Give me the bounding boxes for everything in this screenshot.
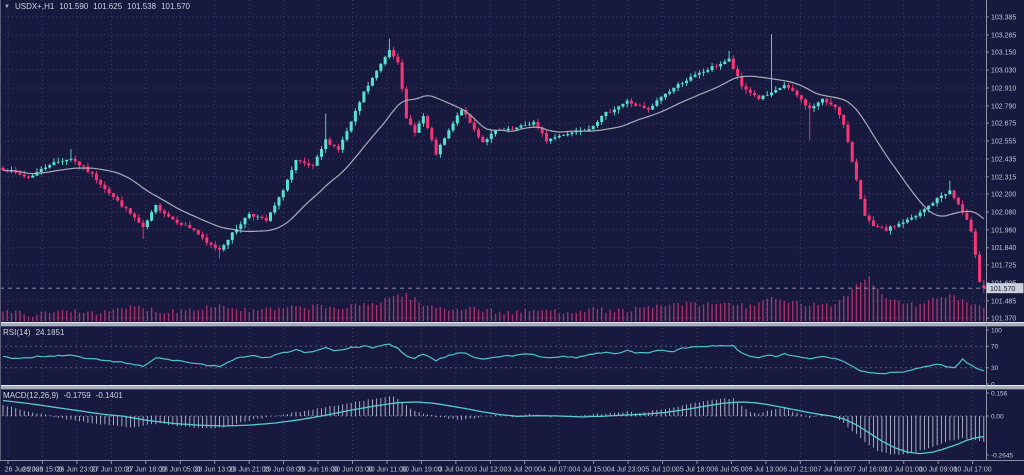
time-tick-label: 7 Jul 16:00 [852, 467, 886, 474]
price-tick-label: 102.315 [991, 174, 1016, 181]
time-tick-label: 6 Jul 05:00 [714, 467, 748, 474]
price-tick-label: 102.910 [991, 85, 1016, 92]
price-tick-label: 103.150 [991, 50, 1016, 57]
panel-splitter[interactable] [0, 322, 1024, 327]
time-tick-label: 29 Jun 08:00 [263, 467, 304, 474]
time-tick-label: 5 Jul 10:00 [645, 467, 679, 474]
time-tick-label: 29 Jun 16:00 [298, 467, 339, 474]
time-tick-label: 27 Jun 18:00 [126, 467, 167, 474]
price-tick-label: 101.485 [991, 298, 1016, 305]
time-tick-label: 10 Jul 01:00 [885, 467, 923, 474]
macd-indicator-label: MACD(12,26,9) -0.1759 -0.1401 [3, 392, 123, 400]
ohlc-open: 101.590 [59, 2, 89, 11]
time-tick-label: 6 Jul 13:00 [749, 467, 783, 474]
time-tick-label: 3 Jul 20:00 [508, 467, 542, 474]
price-tick-label: 103.265 [991, 32, 1016, 39]
price-tick-label: 101.370 [991, 315, 1016, 322]
time-tick-label: 28 Jun 13:00 [194, 467, 235, 474]
price-tick-label: 102.790 [991, 103, 1016, 110]
time-tick-label: 10 Jul 17:00 [954, 467, 992, 474]
macd-scale-label: -0.2645 [991, 452, 1013, 459]
moving-average-line [2, 75, 985, 232]
time-tick-label: 30 Jun 03:00 [332, 467, 373, 474]
ohlc-close: 101.570 [161, 2, 190, 11]
chart-title-bar: ▼ USDX+,H1 101.590 101.625 101.538 101.5… [4, 3, 190, 11]
price-tick-label: 102.675 [991, 120, 1016, 127]
time-tick-label: 30 Jun 19:00 [401, 467, 442, 474]
symbol-timeframe: USDX+,H1 [14, 2, 55, 11]
macd-scale-label: 0.00 [991, 413, 1004, 420]
time-tick-label: 3 Jul 04:00 [439, 467, 473, 474]
ohlc-high: 101.625 [93, 2, 123, 11]
time-tick-label: 5 Jul 18:00 [680, 467, 714, 474]
price-tick-label: 101.960 [991, 227, 1016, 234]
time-tick-label: 30 Jun 11:00 [367, 467, 407, 474]
rsi-scale-label: 100 [991, 327, 1002, 334]
time-tick-label: 3 Jul 12:00 [473, 467, 507, 474]
macd-name: MACD(12,26,9) [3, 391, 59, 400]
time-tick-label: 27 Jun 10:00 [91, 467, 132, 474]
panel-splitter[interactable] [0, 385, 1024, 390]
time-tick-label: 7 Jul 08:00 [818, 467, 852, 474]
price-tick-label: 102.080 [991, 209, 1016, 216]
time-tick-label: 26 Jun 23:00 [57, 467, 98, 474]
rsi-scale-label: 70 [991, 344, 999, 351]
time-tick-label: 4 Jul 07:00 [542, 467, 576, 474]
rsi-panel [0, 343, 986, 375]
rsi-value: 24.1851 [35, 328, 65, 337]
time-tick-label: 26 Jun 2023 [5, 467, 44, 474]
current-price-label: 101.570 [990, 286, 1015, 293]
rsi-indicator-label: RSI(14) 24.1851 [3, 329, 64, 337]
macd-panel [0, 396, 986, 455]
volume-bars [2, 276, 985, 321]
time-tick-label: 6 Jul 21:00 [783, 467, 817, 474]
price-tick-label: 103.385 [991, 14, 1016, 21]
macd-scale-label: 0.156 [991, 390, 1008, 397]
price-tick-label: 101.840 [991, 245, 1016, 252]
time-tick-label: 26 Jun 15:00 [22, 467, 63, 474]
price-tick-label: 102.200 [991, 191, 1016, 198]
rsi-scale-label: 0 [991, 381, 995, 388]
time-tick-label: 28 Jun 05:00 [160, 467, 201, 474]
macd-main-value: -0.1759 [63, 391, 91, 400]
collapse-icon[interactable]: ▼ [4, 4, 10, 10]
rsi-scale-label: 30 [991, 365, 999, 372]
time-tick-label: 10 Jul 09:00 [919, 467, 957, 474]
time-tick-label: 4 Jul 15:00 [577, 467, 611, 474]
price-tick-label: 103.030 [991, 67, 1016, 74]
candlestick-series [1, 34, 986, 293]
time-tick-label: 4 Jul 23:00 [611, 467, 645, 474]
current-price-tag: 101.570 [986, 283, 1024, 294]
ohlc-low: 101.538 [127, 2, 157, 11]
price-tick-label: 102.435 [991, 156, 1016, 163]
macd-signal-value: -0.1401 [95, 391, 123, 400]
price-tick-label: 102.555 [991, 138, 1016, 145]
time-tick-label: 28 Jun 21:00 [229, 467, 270, 474]
price-tick-label: 101.725 [991, 262, 1016, 269]
rsi-name: RSI(14) [3, 328, 31, 337]
grid-lines [0, 0, 986, 458]
